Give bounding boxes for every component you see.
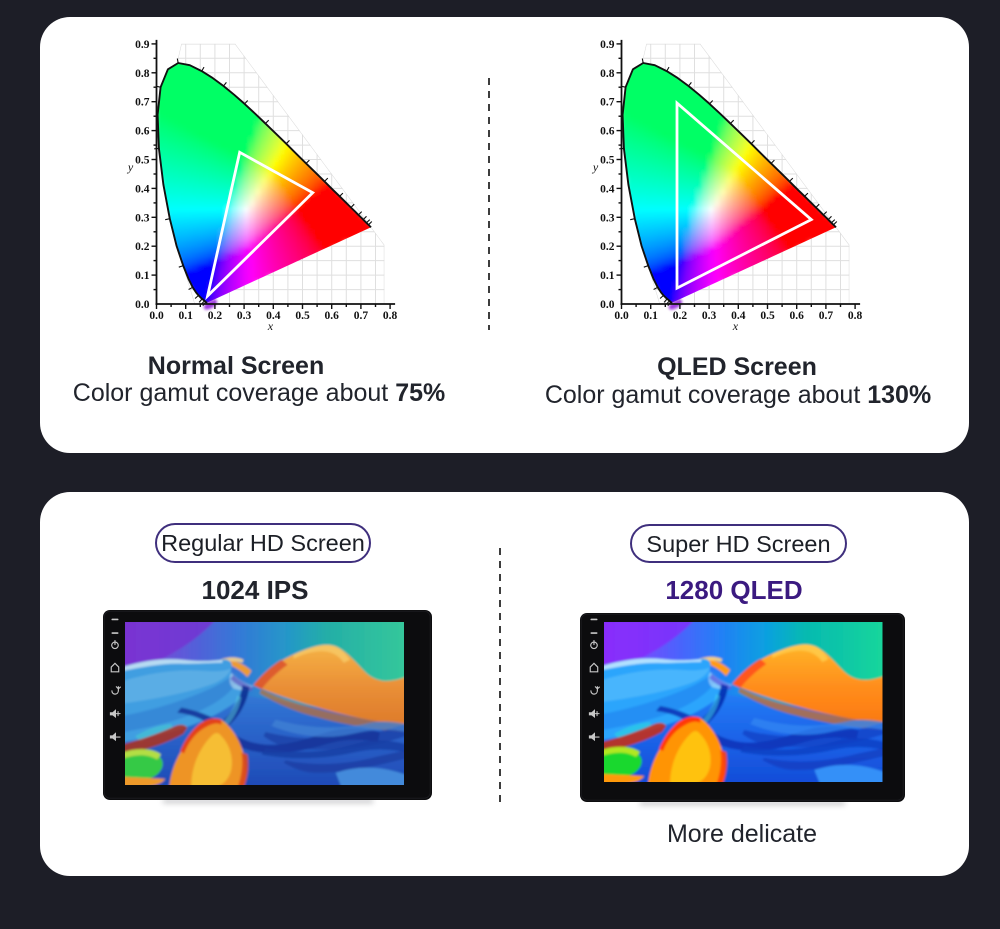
svg-text:0.7: 0.7 [600,97,615,109]
svg-text:y: y [127,160,134,174]
svg-text:0.3: 0.3 [702,310,717,322]
svg-text:0.5: 0.5 [135,155,150,167]
svg-text:0.5: 0.5 [760,310,775,322]
svg-text:x: x [267,319,274,333]
svg-text:0.6: 0.6 [135,126,150,138]
svg-text:0.6: 0.6 [325,310,340,322]
svg-text:0.8: 0.8 [600,68,615,80]
svg-text:y: y [592,160,599,174]
svg-text:0.8: 0.8 [383,310,398,322]
svg-text:0.0: 0.0 [600,299,615,311]
svg-text:0.8: 0.8 [848,310,863,322]
svg-text:0.2: 0.2 [208,310,223,322]
svg-text:0.5: 0.5 [295,310,310,322]
svg-text:0.7: 0.7 [354,310,369,322]
svg-text:0.4: 0.4 [600,183,615,195]
svg-text:0.4: 0.4 [731,310,746,322]
svg-text:0.4: 0.4 [266,310,281,322]
svg-text:0.0: 0.0 [135,299,150,311]
svg-text:0.3: 0.3 [237,310,252,322]
svg-text:0.1: 0.1 [644,310,659,322]
svg-text:0.1: 0.1 [600,270,615,282]
svg-text:0.2: 0.2 [673,310,688,322]
svg-text:0.0: 0.0 [614,310,629,322]
svg-text:0.6: 0.6 [790,310,805,322]
svg-text:0.1: 0.1 [135,270,150,282]
svg-text:0.4: 0.4 [135,183,150,195]
svg-text:0.3: 0.3 [135,212,150,224]
svg-text:0.1: 0.1 [179,310,194,322]
svg-text:0.9: 0.9 [600,39,615,51]
svg-text:0.3: 0.3 [600,212,615,224]
svg-text:0.2: 0.2 [135,241,150,253]
svg-text:0.0: 0.0 [149,310,164,322]
svg-text:0.7: 0.7 [819,310,834,322]
svg-text:0.7: 0.7 [135,97,150,109]
svg-text:0.5: 0.5 [600,155,615,167]
svg-text:0.9: 0.9 [135,39,150,51]
svg-text:0.6: 0.6 [600,126,615,138]
svg-text:0.2: 0.2 [600,241,615,253]
svg-text:x: x [732,319,739,333]
svg-text:0.8: 0.8 [135,68,150,80]
